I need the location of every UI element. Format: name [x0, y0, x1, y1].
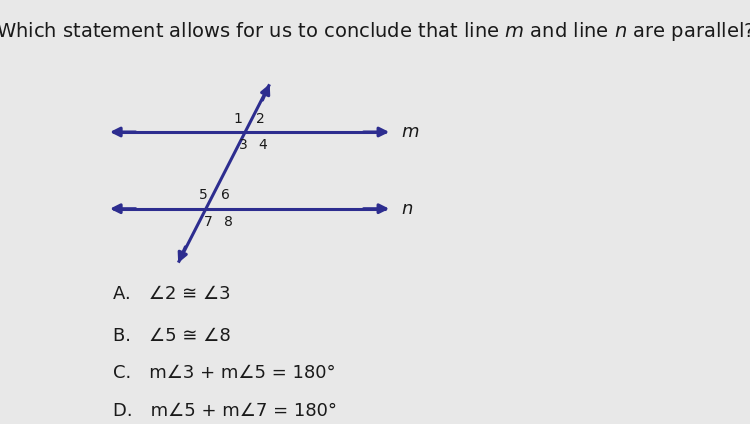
Text: $n$: $n$ — [400, 200, 412, 218]
Text: 1: 1 — [233, 112, 242, 126]
Text: Which statement allows for us to conclude that line $m$ and line $n$ are paralle: Which statement allows for us to conclud… — [0, 20, 750, 43]
Text: B. ∠5 ≅ ∠8: B. ∠5 ≅ ∠8 — [112, 327, 230, 345]
Text: 6: 6 — [221, 189, 230, 203]
Text: 7: 7 — [204, 215, 213, 229]
Text: 8: 8 — [224, 215, 233, 229]
Text: $m$: $m$ — [400, 123, 419, 141]
Text: C. m∠3 + m∠5 = 180°: C. m∠3 + m∠5 = 180° — [112, 364, 335, 382]
Text: D. m∠5 + m∠7 = 180°: D. m∠5 + m∠7 = 180° — [112, 402, 337, 419]
Text: 2: 2 — [256, 112, 264, 126]
Text: A. ∠2 ≅ ∠3: A. ∠2 ≅ ∠3 — [112, 285, 230, 304]
Text: 4: 4 — [259, 138, 267, 152]
Text: 3: 3 — [238, 138, 248, 152]
Text: 5: 5 — [200, 189, 208, 203]
